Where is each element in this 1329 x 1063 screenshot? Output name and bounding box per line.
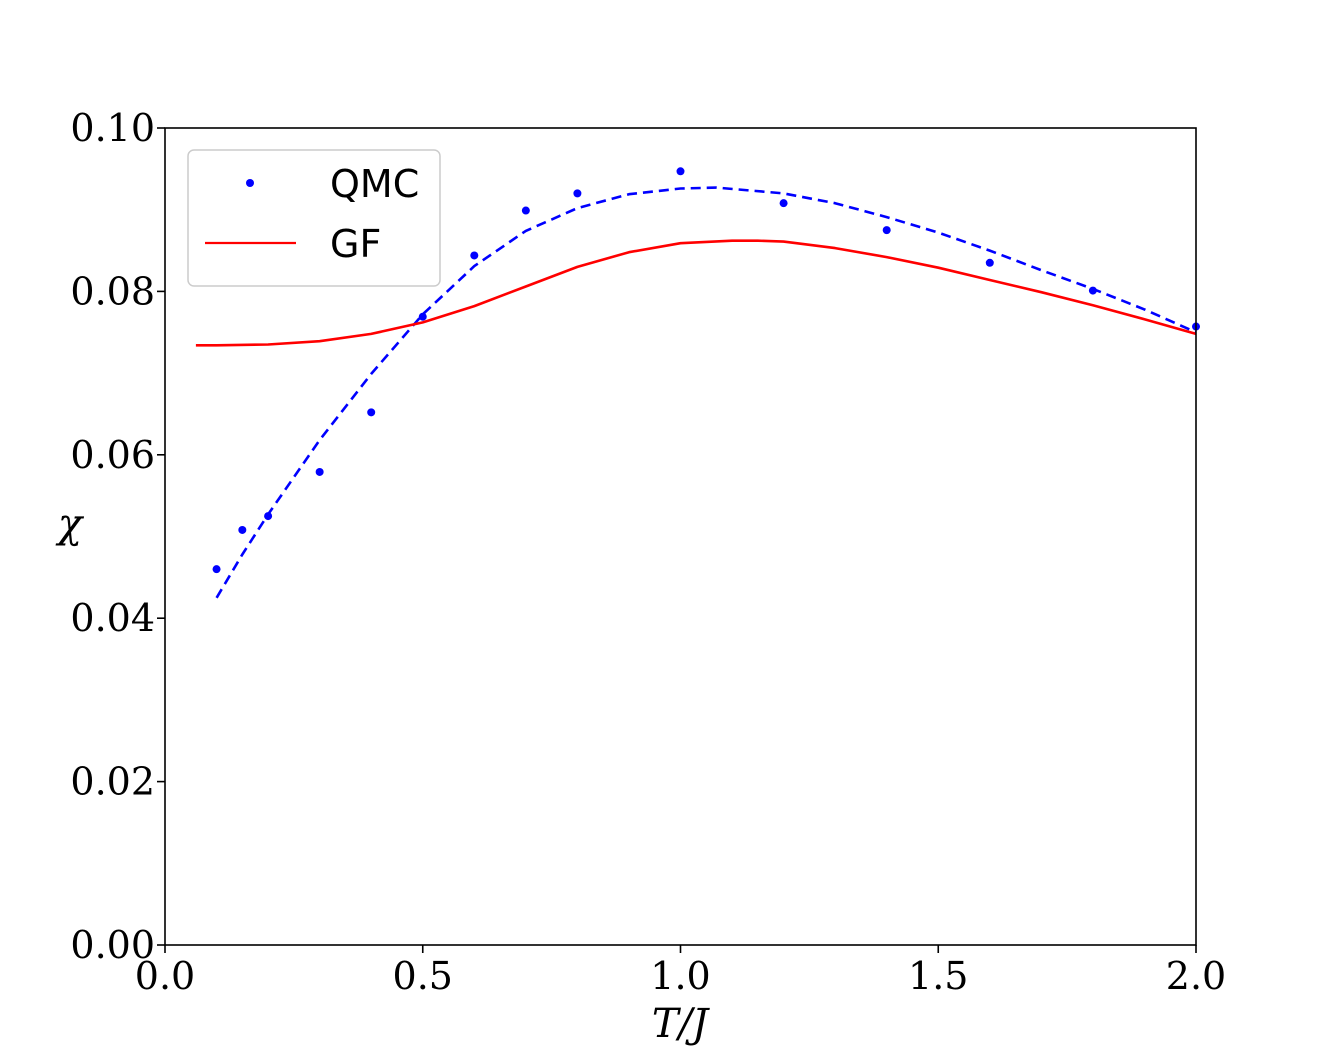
qmc-point <box>882 226 891 235</box>
y-tick-label: 0.08 <box>70 269 155 313</box>
x-tick-label: 1.0 <box>650 954 710 998</box>
qmc-point <box>367 408 376 417</box>
qmc-point <box>212 565 221 574</box>
qmc-point <box>521 206 530 215</box>
legend-gf-label: GF <box>330 222 381 266</box>
qmc-point <box>315 467 324 476</box>
y-tick-label: 0.10 <box>70 106 155 150</box>
legend-qmc-marker <box>246 179 254 187</box>
qmc-point <box>238 525 247 534</box>
y-tick-label: 0.02 <box>70 760 155 804</box>
tick-layer: 0.0 0.5 1.0 1.5 2.0 0.00 0.02 0.04 0.06 0.08 0.10 <box>70 106 1226 998</box>
y-axis-label: χ <box>55 501 85 547</box>
y-tick-label: 0.00 <box>70 923 155 967</box>
x-tick-label: 0.5 <box>393 954 453 998</box>
x-tick-label: 0.0 <box>135 954 195 998</box>
y-tick-label: 0.06 <box>70 433 155 477</box>
legend: QMC GF <box>187 149 441 287</box>
series-layer <box>195 167 1200 599</box>
x-axis-label: T/J <box>652 1001 710 1047</box>
qmc-point <box>573 189 582 198</box>
legend-qmc-label: QMC <box>330 162 419 206</box>
gf-line <box>195 239 1197 347</box>
y-tick-label: 0.04 <box>70 596 155 640</box>
qmc-point <box>676 167 685 176</box>
qmc-point <box>985 258 994 267</box>
qmc-point <box>418 312 427 321</box>
qmc-point <box>470 251 479 260</box>
x-tick-label: 2.0 <box>1166 954 1226 998</box>
qmc-point <box>779 199 788 208</box>
qmc-fit-dashed-line <box>215 186 1197 599</box>
x-tick-label: 1.5 <box>908 954 968 998</box>
